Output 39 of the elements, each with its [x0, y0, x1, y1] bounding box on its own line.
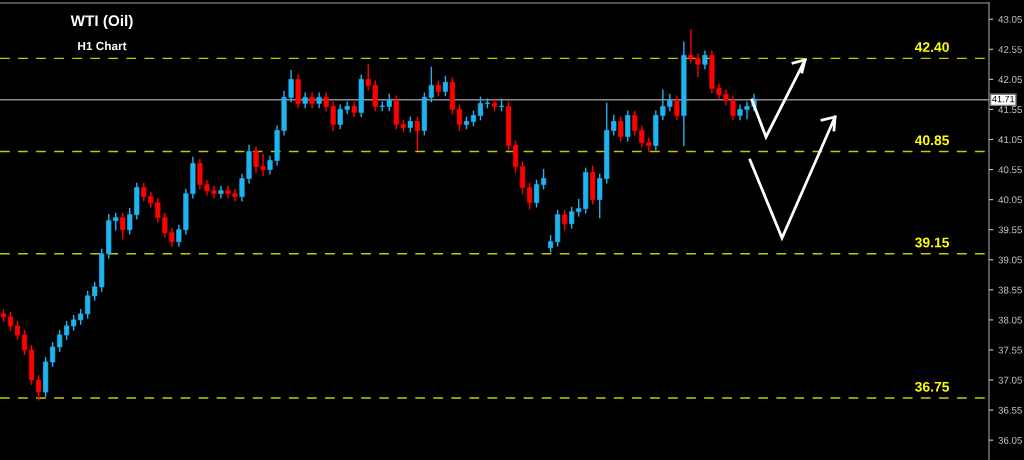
candlestick [562, 209, 568, 231]
y-tick-label: 40.55 [998, 166, 1022, 174]
candlestick [120, 212, 126, 240]
candlestick [541, 168, 547, 190]
y-tick-label: 39.55 [998, 226, 1022, 234]
y-tick-label: 42.05 [998, 76, 1022, 83]
candlestick [618, 116, 624, 142]
ref-line-label: 39.15 [915, 237, 950, 248]
y-tick-label: 41.55 [998, 106, 1022, 114]
y-tick-label: 40.05 [998, 196, 1022, 204]
candlestick [456, 104, 463, 132]
candlestick [674, 95, 680, 121]
candlestick [533, 179, 540, 208]
candlestick [625, 110, 631, 142]
candlestick [35, 375, 42, 401]
candlestick [21, 330, 28, 355]
ref-line-label: 42.40 [914, 42, 949, 52]
candlestick [477, 96, 484, 121]
candlestick [414, 116, 420, 152]
text: H1 Chart [78, 41, 127, 51]
y-tick-label: 37.55 [998, 346, 1022, 354]
y-tick-label: 41.05 [998, 136, 1022, 144]
y-tick-label: 42.55 [998, 46, 1022, 53]
y-tick-label: 37.05 [998, 376, 1022, 384]
ref-line-label: 41.71 [992, 95, 1015, 103]
ref-line-label: 40.85 [914, 135, 950, 146]
y-tick-label: 38.55 [998, 286, 1022, 294]
candlestick [526, 182, 533, 210]
candlestick [442, 75, 448, 97]
y-tick-label: 39.05 [998, 256, 1022, 264]
text: WTI (Oil) [70, 14, 133, 30]
y-tick-label: 43.05 [998, 15, 1022, 23]
candlestick [512, 140, 519, 174]
y-tick-label: 36.05 [998, 436, 1022, 444]
y-tick-label: 38.05 [998, 316, 1022, 324]
ref-line-label: 36.75 [915, 381, 950, 392]
candlestick [218, 185, 224, 199]
y-tick-label: 36.55 [998, 406, 1022, 414]
candlestick [519, 161, 526, 195]
